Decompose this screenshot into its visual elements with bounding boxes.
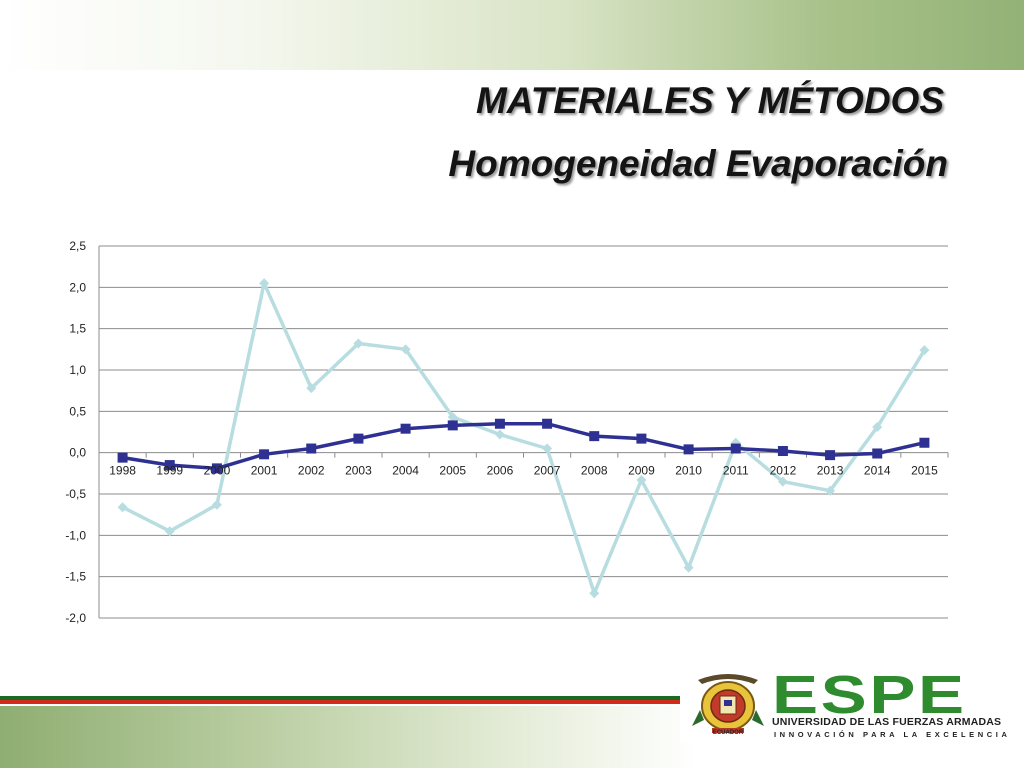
x-tick-label: 2008 [581, 464, 608, 478]
stripe-white [0, 693, 680, 696]
y-tick-label: 1,5 [69, 322, 86, 336]
x-tick-label: 2007 [534, 464, 561, 478]
y-tick-label: 1,0 [69, 363, 86, 377]
y-tick-label: 2,0 [69, 280, 86, 294]
x-tick-label: 2009 [628, 464, 655, 478]
data-point-square [683, 444, 694, 455]
x-tick-label: 2006 [487, 464, 514, 478]
data-point-diamond [117, 502, 128, 513]
x-tick-label: 2013 [817, 464, 844, 478]
x-tick-label: 1998 [109, 464, 136, 478]
y-tick-label: 2,5 [69, 239, 86, 253]
x-tick-label: 2015 [911, 464, 938, 478]
seal-label: ECUADOR [712, 730, 744, 736]
data-point-diamond [447, 412, 458, 423]
data-point-diamond [636, 474, 647, 485]
data-point-square [636, 433, 647, 444]
x-tick-label: 2010 [675, 464, 702, 478]
x-tick-label: 2000 [204, 464, 231, 478]
data-point-square [400, 423, 411, 434]
header-band [0, 0, 1024, 70]
series-line-1 [122, 421, 925, 471]
stripe-red [0, 700, 680, 704]
y-tick-label: -2,0 [65, 611, 86, 625]
data-point-square [211, 463, 222, 474]
data-point-square [589, 431, 600, 442]
x-tick-label: 2004 [392, 464, 419, 478]
university-slogan: INNOVACIÓN PARA LA EXCELENCIA [774, 730, 1011, 739]
data-point-square [825, 450, 836, 461]
y-tick-label: -1,5 [65, 570, 86, 584]
data-point-diamond [353, 338, 364, 349]
data-point-square [447, 420, 458, 431]
university-name: UNIVERSIDAD DE LAS FUERZAS ARMADAS [772, 716, 1002, 728]
data-point-square [730, 443, 741, 454]
data-point-square [872, 448, 883, 459]
x-tick-label: 2005 [439, 464, 466, 478]
x-tick-label: 2003 [345, 464, 372, 478]
data-point-square [494, 418, 505, 429]
data-point-diamond [872, 422, 883, 433]
data-point-square [306, 443, 317, 454]
stripe-green [0, 696, 680, 700]
y-tick-label: 0,5 [69, 404, 86, 418]
y-tick-label: -1,0 [65, 528, 86, 542]
footer-stripes [0, 693, 680, 706]
data-point-diamond [919, 345, 930, 356]
data-point-square [353, 433, 364, 444]
university-seal-icon [692, 674, 764, 733]
x-tick-label: 1999 [156, 464, 183, 478]
y-tick-label: 0,0 [69, 446, 86, 460]
espe-wordmark-logo: ESPE [772, 665, 967, 725]
data-point-diamond [164, 526, 175, 537]
x-tick-label: 2002 [298, 464, 325, 478]
slide-subtitle: Homogeneidad Evaporación [448, 143, 948, 184]
x-tick-label: 2001 [251, 464, 278, 478]
data-point-square [919, 437, 930, 448]
data-point-diamond [211, 499, 222, 510]
x-tick-label: 2011 [723, 464, 749, 478]
data-point-diamond [259, 278, 270, 289]
data-point-diamond [494, 429, 505, 440]
data-point-diamond [683, 562, 694, 573]
series-line-2 [121, 281, 926, 595]
x-tick-label: 2014 [864, 464, 891, 478]
data-point-diamond [306, 383, 317, 394]
data-point-diamond [542, 443, 553, 454]
data-point-diamond [825, 485, 836, 496]
y-tick-label: -0,5 [65, 487, 86, 501]
data-point-square [117, 452, 128, 463]
data-point-square [164, 460, 175, 471]
data-point-diamond [400, 344, 411, 355]
slide-title: MATERIALES Y MÉTODOS [475, 80, 944, 121]
data-point-square [259, 449, 270, 460]
data-point-diamond [589, 588, 600, 599]
x-tick-label: 2012 [770, 464, 797, 478]
data-point-square [542, 418, 553, 429]
data-point-diamond [777, 476, 788, 487]
data-point-square [777, 446, 788, 457]
